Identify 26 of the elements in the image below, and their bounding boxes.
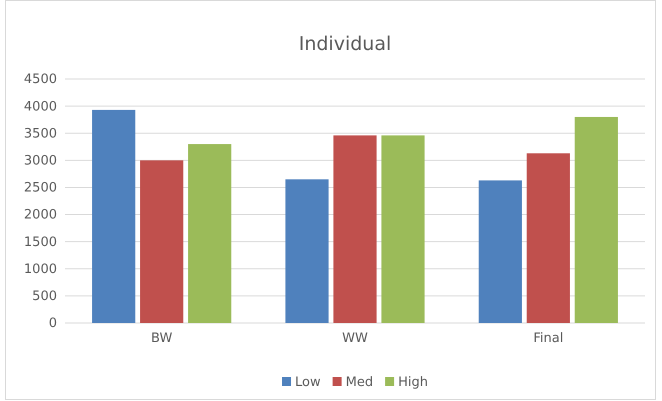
bar xyxy=(526,153,570,323)
bar xyxy=(478,180,522,323)
bar xyxy=(92,110,136,323)
y-tick-label: 0 xyxy=(48,316,57,332)
y-tick-label: 500 xyxy=(32,289,57,304)
bar xyxy=(333,135,377,323)
y-tick-label: 4500 xyxy=(24,72,57,88)
bar xyxy=(140,160,184,323)
legend-label: High xyxy=(398,375,428,390)
y-tick-label: 2500 xyxy=(24,180,57,196)
x-tick-label: BW xyxy=(151,331,172,346)
bar xyxy=(381,135,425,323)
y-tick-label: 3000 xyxy=(24,153,57,168)
y-tick-label: 4000 xyxy=(24,99,57,114)
y-tick-label: 3500 xyxy=(24,126,57,142)
x-tick-label: WW xyxy=(342,331,368,346)
bar xyxy=(188,144,232,323)
chart-title: Individual xyxy=(298,33,392,55)
legend-label: Med xyxy=(346,375,374,390)
y-tick-label: 1500 xyxy=(24,234,57,250)
y-tick-label: 1000 xyxy=(24,262,57,277)
bar xyxy=(285,179,329,323)
y-tick-label: 2000 xyxy=(24,208,57,223)
bar xyxy=(574,116,618,323)
x-tick-label: Final xyxy=(533,331,564,346)
legend-label: Low xyxy=(295,375,321,390)
